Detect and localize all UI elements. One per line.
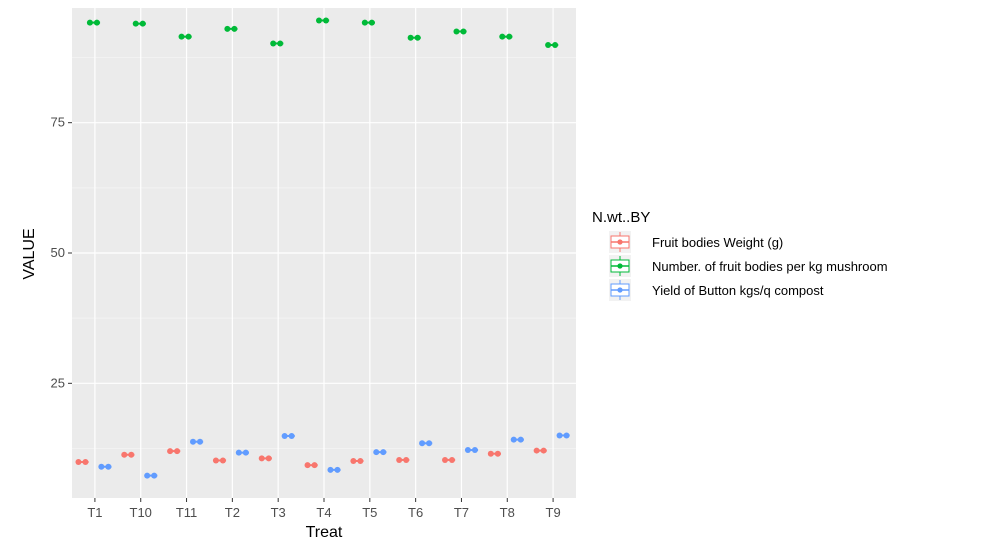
- point-yield-of-button-kgs-q-compost: [144, 472, 151, 479]
- x-tick-label: T10: [130, 505, 152, 520]
- point-number-of-fruit-bodies-per-kg-mushroom: [407, 34, 414, 41]
- point-number-of-fruit-bodies-per-kg-mushroom: [231, 25, 238, 32]
- x-tick-label: T5: [362, 505, 377, 520]
- point-number-of-fruit-bodies-per-kg-mushroom: [460, 28, 467, 35]
- x-tick-label: T6: [408, 505, 423, 520]
- point-fruit-bodies-weight-g: [304, 462, 311, 469]
- x-tick-label: T7: [454, 505, 469, 520]
- point-fruit-bodies-weight-g: [121, 451, 128, 458]
- point-number-of-fruit-bodies-per-kg-mushroom: [368, 19, 375, 26]
- point-yield-of-button-kgs-q-compost: [373, 449, 380, 456]
- legend-label: Number. of fruit bodies per kg mushroom: [652, 259, 888, 274]
- point-number-of-fruit-bodies-per-kg-mushroom: [323, 17, 329, 24]
- legend-label: Yield of Button kgs/q compost: [652, 283, 824, 298]
- point-number-of-fruit-bodies-per-kg-mushroom: [139, 20, 146, 27]
- point-fruit-bodies-weight-g: [540, 447, 547, 454]
- point-yield-of-button-kgs-q-compost: [510, 436, 517, 443]
- point-number-of-fruit-bodies-per-kg-mushroom: [414, 34, 421, 41]
- point-fruit-bodies-weight-g: [357, 457, 364, 464]
- point-fruit-bodies-weight-g: [212, 457, 219, 464]
- legend-key-point: [617, 239, 623, 245]
- point-yield-of-button-kgs-q-compost: [105, 463, 112, 470]
- point-yield-of-button-kgs-q-compost: [426, 440, 433, 447]
- point-fruit-bodies-weight-g: [449, 456, 455, 463]
- point-fruit-bodies-weight-g: [311, 462, 318, 469]
- point-yield-of-button-kgs-q-compost: [517, 436, 524, 443]
- point-fruit-bodies-weight-g: [487, 450, 494, 457]
- x-tick-label: T4: [316, 505, 331, 520]
- point-fruit-bodies-weight-g: [442, 456, 448, 463]
- x-tick-label: T9: [546, 505, 561, 520]
- point-number-of-fruit-bodies-per-kg-mushroom: [277, 40, 284, 47]
- point-yield-of-button-kgs-q-compost: [235, 449, 242, 456]
- point-yield-of-button-kgs-q-compost: [151, 472, 158, 479]
- point-fruit-bodies-weight-g: [533, 447, 540, 454]
- point-yield-of-button-kgs-q-compost: [281, 432, 288, 439]
- point-yield-of-button-kgs-q-compost: [98, 463, 105, 470]
- point-yield-of-button-kgs-q-compost: [464, 447, 471, 454]
- point-yield-of-button-kgs-q-compost: [563, 432, 570, 439]
- point-yield-of-button-kgs-q-compost: [288, 432, 295, 439]
- point-number-of-fruit-bodies-per-kg-mushroom: [506, 33, 513, 40]
- point-number-of-fruit-bodies-per-kg-mushroom: [552, 42, 559, 49]
- x-tick-label: T8: [500, 505, 515, 520]
- legend: N.wt..BY Fruit bodies Weight (g) Number. …: [592, 209, 888, 301]
- x-axis-title: Treat: [306, 524, 343, 541]
- point-fruit-bodies-weight-g: [167, 448, 174, 455]
- point-fruit-bodies-weight-g: [75, 459, 82, 466]
- x-tick-label: T3: [271, 505, 286, 520]
- legend-label: Fruit bodies Weight (g): [652, 235, 783, 250]
- point-number-of-fruit-bodies-per-kg-mushroom: [316, 17, 322, 24]
- point-fruit-bodies-weight-g: [258, 455, 265, 462]
- x-tick-label: T2: [225, 505, 240, 520]
- point-fruit-bodies-weight-g: [219, 457, 226, 464]
- point-yield-of-button-kgs-q-compost: [334, 466, 341, 473]
- point-yield-of-button-kgs-q-compost: [471, 447, 478, 454]
- point-yield-of-button-kgs-q-compost: [197, 438, 203, 445]
- point-number-of-fruit-bodies-per-kg-mushroom: [86, 19, 93, 26]
- point-number-of-fruit-bodies-per-kg-mushroom: [132, 20, 139, 27]
- point-fruit-bodies-weight-g: [494, 450, 501, 457]
- point-yield-of-button-kgs-q-compost: [327, 466, 334, 473]
- y-axis-title: VALUE: [21, 228, 38, 279]
- x-tick-label: T11: [176, 505, 197, 520]
- point-fruit-bodies-weight-g: [350, 457, 357, 464]
- y-tick-label: 75: [51, 115, 65, 130]
- point-number-of-fruit-bodies-per-kg-mushroom: [185, 33, 192, 40]
- legend-title: N.wt..BY: [592, 209, 650, 226]
- point-fruit-bodies-weight-g: [403, 456, 410, 463]
- legend-key-point: [617, 263, 623, 269]
- y-tick-label: 50: [51, 245, 65, 260]
- point-number-of-fruit-bodies-per-kg-mushroom: [178, 33, 185, 40]
- point-number-of-fruit-bodies-per-kg-mushroom: [361, 19, 368, 26]
- point-number-of-fruit-bodies-per-kg-mushroom: [499, 33, 506, 40]
- point-fruit-bodies-weight-g: [396, 456, 403, 463]
- x-axis: T1 T10 T11 T2 T3 T4 T5 T6 T7 T8 T9: [87, 498, 561, 520]
- point-number-of-fruit-bodies-per-kg-mushroom: [93, 19, 100, 26]
- legend-key-point: [617, 287, 623, 293]
- point-fruit-bodies-weight-g: [128, 451, 135, 458]
- grid: [72, 8, 576, 498]
- point-number-of-fruit-bodies-per-kg-mushroom: [224, 25, 231, 32]
- data-marks: [75, 17, 570, 479]
- point-yield-of-button-kgs-q-compost: [556, 432, 563, 439]
- point-fruit-bodies-weight-g: [265, 455, 272, 462]
- point-number-of-fruit-bodies-per-kg-mushroom: [545, 42, 552, 49]
- y-axis: 25 50 75: [51, 115, 72, 390]
- point-yield-of-button-kgs-q-compost: [380, 449, 387, 456]
- x-tick-label: T1: [87, 505, 102, 520]
- point-fruit-bodies-weight-g: [82, 459, 89, 466]
- point-number-of-fruit-bodies-per-kg-mushroom: [270, 40, 277, 47]
- point-fruit-bodies-weight-g: [174, 448, 181, 455]
- point-yield-of-button-kgs-q-compost: [419, 440, 426, 447]
- point-number-of-fruit-bodies-per-kg-mushroom: [453, 28, 460, 35]
- y-tick-label: 25: [51, 375, 65, 390]
- point-yield-of-button-kgs-q-compost: [190, 438, 196, 445]
- point-yield-of-button-kgs-q-compost: [242, 449, 249, 456]
